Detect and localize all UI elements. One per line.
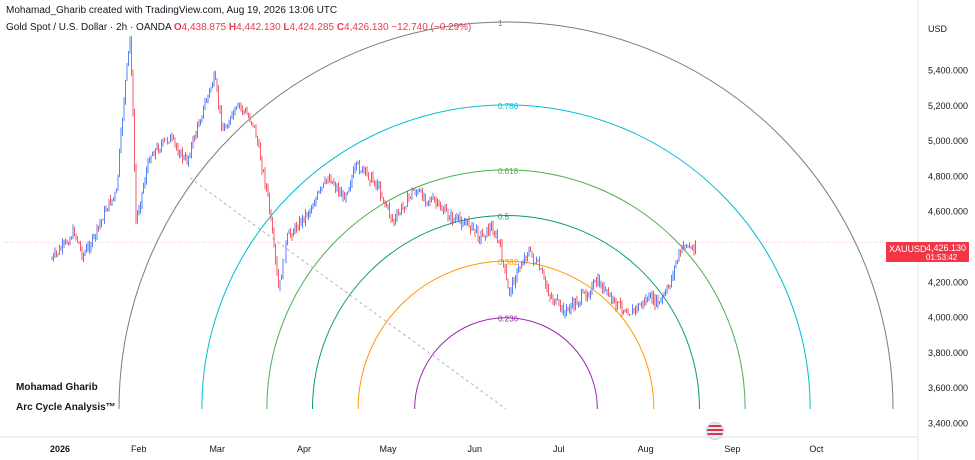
time-tick-label: Feb [131, 444, 147, 454]
last-price-value: 4,426.130 [926, 243, 967, 253]
fib-arc-0-618 [266, 169, 746, 410]
price-tick-label: 4,800.000 [928, 171, 968, 181]
fib-arc-0-786 [201, 104, 811, 410]
attribution: Mohamad_Gharib created with TradingView.… [6, 5, 338, 16]
symbol-description[interactable]: Gold Spot / U.S. Dollar · 2h · OANDA [6, 22, 172, 33]
fib-arc-label: 0.236 [498, 315, 519, 324]
price-change: −12.740 (−0.29%) [391, 22, 472, 33]
brand-tagline: Arc Cycle Analysis™ [16, 402, 116, 413]
time-tick-label: May [379, 444, 397, 454]
fib-arc-label: 0.382 [498, 258, 519, 267]
symbol-legend: Gold Spot / U.S. Dollar · 2h · OANDA O4,… [6, 22, 471, 33]
fib-arc-0-5 [312, 215, 700, 410]
time-tick-label: Oct [809, 444, 824, 454]
fib-arc-label: 0.618 [498, 167, 519, 176]
bar-countdown: 01:53:42 [926, 253, 958, 262]
time-tick-label: Jul [553, 444, 565, 454]
fib-arc-0-236 [414, 317, 598, 410]
time-tick-label: Apr [297, 444, 311, 454]
time-tick-label: Jun [468, 444, 483, 454]
price-tick-label: 5,200.000 [928, 101, 968, 111]
last-price-tag: XAUUSD 4,426.130 01:53:42 [886, 242, 969, 262]
fib-arc-label: 0.5 [498, 213, 510, 222]
price-tick-label: 3,800.000 [928, 348, 968, 358]
fib-arc-1 [118, 21, 894, 410]
price-tick-label: 3,600.000 [928, 383, 968, 393]
price-tick-label: 5,000.000 [928, 136, 968, 146]
fib-arc-0-382 [357, 260, 655, 410]
us-flag-icon[interactable] [706, 422, 724, 440]
fib-arc-label: 1 [498, 19, 503, 28]
price-tick-label: 5,400.000 [928, 65, 968, 75]
time-tick-label: Sep [724, 444, 740, 454]
brand-name: Mohamad Gharib [16, 382, 98, 393]
price-axis-unit: USD [928, 24, 948, 34]
price-tick-label: 4,600.000 [928, 207, 968, 217]
price-tick-label: 4,200.000 [928, 277, 968, 287]
price-tick-label: 3,400.000 [928, 418, 968, 428]
fib-arc-label: 0.786 [498, 102, 519, 111]
header-line: Mohamad_Gharib created with TradingView.… [6, 5, 341, 16]
time-tick-label: Mar [209, 444, 225, 454]
fib-trend-line [189, 177, 507, 410]
ohlc-values: O4,438.875 H4,442.130 L4,424.285 C4,426.… [173, 22, 472, 33]
price-tick-label: 4,000.000 [928, 313, 968, 323]
time-tick-label: Aug [638, 444, 654, 454]
time-tick-label: 2026 [50, 444, 70, 454]
last-price-symbol: XAUUSD [889, 244, 927, 254]
